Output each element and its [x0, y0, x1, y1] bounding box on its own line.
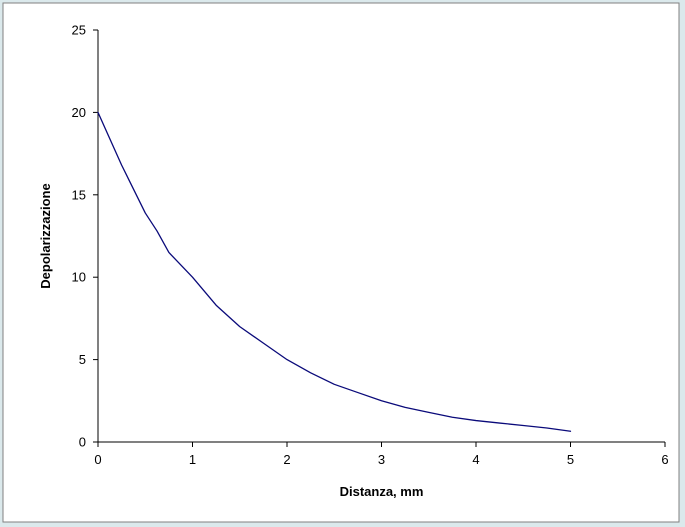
- y-tick-label: 10: [72, 270, 86, 285]
- y-tick-label: 5: [79, 352, 86, 367]
- x-tick-label: 2: [283, 452, 290, 467]
- y-tick-label: 0: [79, 435, 86, 450]
- series-group: [97, 111, 572, 432]
- y-axis-title: Depolarizzazione: [38, 183, 53, 288]
- x-tick-label: 1: [189, 452, 196, 467]
- x-tick-label: 3: [378, 452, 385, 467]
- y-tick-label: 25: [72, 23, 86, 38]
- chart-frame: [2, 2, 680, 523]
- x-tick-label: 5: [567, 452, 574, 467]
- x-tick-label: 4: [472, 452, 479, 467]
- y-tick-label: 20: [72, 105, 86, 120]
- ticks: 0 5 10 15 20 25 0 1 2 3 4 5 6: [72, 23, 669, 468]
- series-line: [97, 111, 572, 432]
- y-tick-label: 15: [72, 187, 86, 202]
- x-axis-title: Distanza, mm: [340, 484, 424, 499]
- x-tick-label: 0: [94, 452, 101, 467]
- x-tick-label: 6: [661, 452, 668, 467]
